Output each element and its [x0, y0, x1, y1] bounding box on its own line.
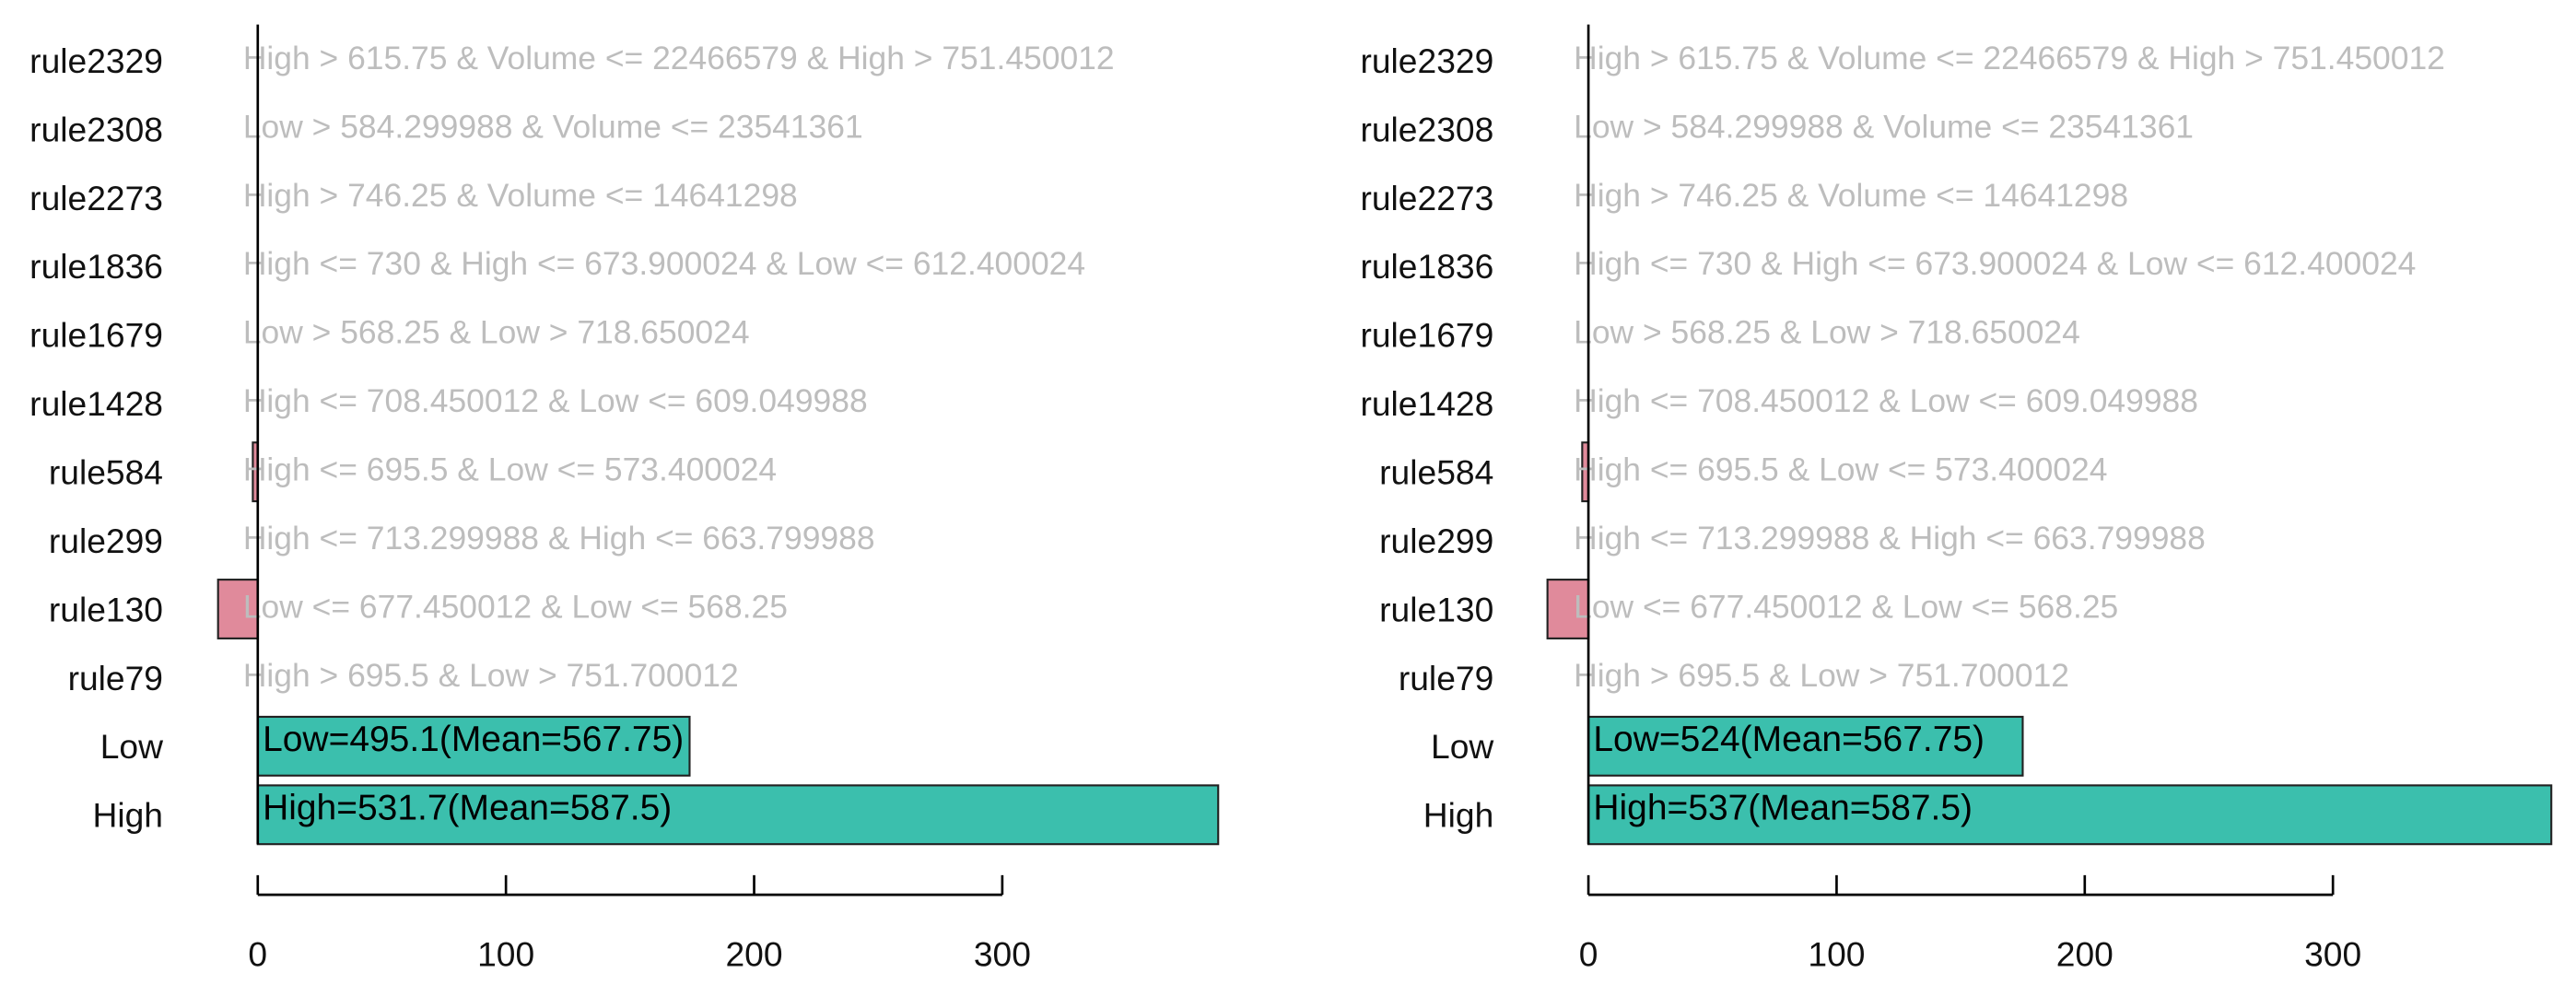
x-tick-label: 200	[725, 934, 782, 973]
bar	[256, 715, 691, 777]
bar-text: High > 746.25 & Volume <= 14641298	[243, 177, 798, 214]
bar-text: Low <= 677.450012 & Low <= 568.25	[243, 588, 788, 625]
bar-text: High <= 708.450012 & Low <= 609.049988	[1574, 382, 2198, 419]
bar	[1587, 715, 2024, 777]
bar-text: Low > 568.25 & Low > 718.650024	[243, 314, 750, 351]
bar-text: High=531.7(Mean=587.5)	[263, 788, 672, 827]
bar-text: High <= 730 & High <= 673.900024 & Low <…	[1574, 245, 2416, 282]
bar-text: High <= 708.450012 & Low <= 609.049988	[243, 382, 868, 419]
category-label: rule1836	[29, 247, 163, 286]
category-label: rule2329	[29, 41, 163, 80]
bar-text: High > 746.25 & Volume <= 14641298	[1574, 177, 2128, 214]
category-label: High	[1423, 796, 1494, 835]
category-label: rule2308	[1360, 110, 1493, 148]
bar-text: Low > 584.299988 & Volume <= 23541361	[243, 108, 863, 145]
category-label: rule2308	[29, 110, 163, 148]
category-label: rule2273	[1360, 179, 1493, 217]
x-tick-label: 0	[248, 934, 267, 973]
bar-text: High <= 695.5 & Low <= 573.400024	[243, 451, 777, 488]
bar-text: Low > 584.299988 & Volume <= 23541361	[1574, 108, 2194, 145]
bar-text: High <= 713.299988 & High <= 663.799988	[1574, 520, 2206, 557]
category-label: rule2329	[1360, 41, 1493, 80]
category-label: rule1428	[1360, 384, 1493, 423]
bar-text: High > 695.5 & Low > 751.700012	[1574, 657, 2069, 694]
bar-text: High > 615.75 & Volume <= 22466579 & Hig…	[243, 40, 1115, 76]
category-label: rule1679	[1360, 316, 1493, 355]
category-label: rule584	[49, 453, 163, 492]
category-label: rule130	[1379, 590, 1493, 628]
category-label: rule79	[1399, 659, 1493, 697]
bar-text: Low=495.1(Mean=567.75)	[263, 720, 684, 759]
x-tick-label: 100	[477, 934, 534, 973]
x-tick-label: 200	[2056, 934, 2113, 973]
category-label: Low	[100, 727, 163, 766]
bar-text: High > 615.75 & Volume <= 22466579 & Hig…	[1574, 40, 2445, 76]
category-label: rule299	[1379, 521, 1493, 560]
category-label: rule299	[49, 521, 163, 560]
bar-text: High <= 695.5 & Low <= 573.400024	[1574, 451, 2107, 488]
bar-text: Low <= 677.450012 & Low <= 568.25	[1574, 588, 2118, 625]
bar-text: Low=524(Mean=567.75)	[1593, 720, 1985, 759]
bar-text: High > 695.5 & Low > 751.700012	[243, 657, 739, 694]
category-label: rule1836	[1360, 247, 1493, 286]
bar	[1587, 784, 2553, 846]
x-tick-label: 300	[974, 934, 1031, 973]
x-tick-label: 300	[2304, 934, 2361, 973]
category-label: rule1428	[29, 384, 163, 423]
category-label: Low	[1431, 727, 1493, 766]
bar-text: High <= 713.299988 & High <= 663.799988	[243, 520, 875, 557]
x-tick-label: 100	[1808, 934, 1865, 973]
bar-text: High <= 730 & High <= 673.900024 & Low <…	[243, 245, 1085, 282]
bar-text: Low > 568.25 & Low > 718.650024	[1574, 314, 2080, 351]
bar	[1546, 579, 1590, 639]
bar-text: High=537(Mean=587.5)	[1593, 788, 1973, 827]
x-tick-label: 0	[1579, 934, 1598, 973]
category-label: rule584	[1379, 453, 1493, 492]
category-label: rule2273	[29, 179, 163, 217]
category-label: rule130	[49, 590, 163, 628]
category-label: rule1679	[29, 316, 163, 355]
category-label: High	[92, 796, 163, 835]
category-label: rule79	[68, 659, 163, 697]
